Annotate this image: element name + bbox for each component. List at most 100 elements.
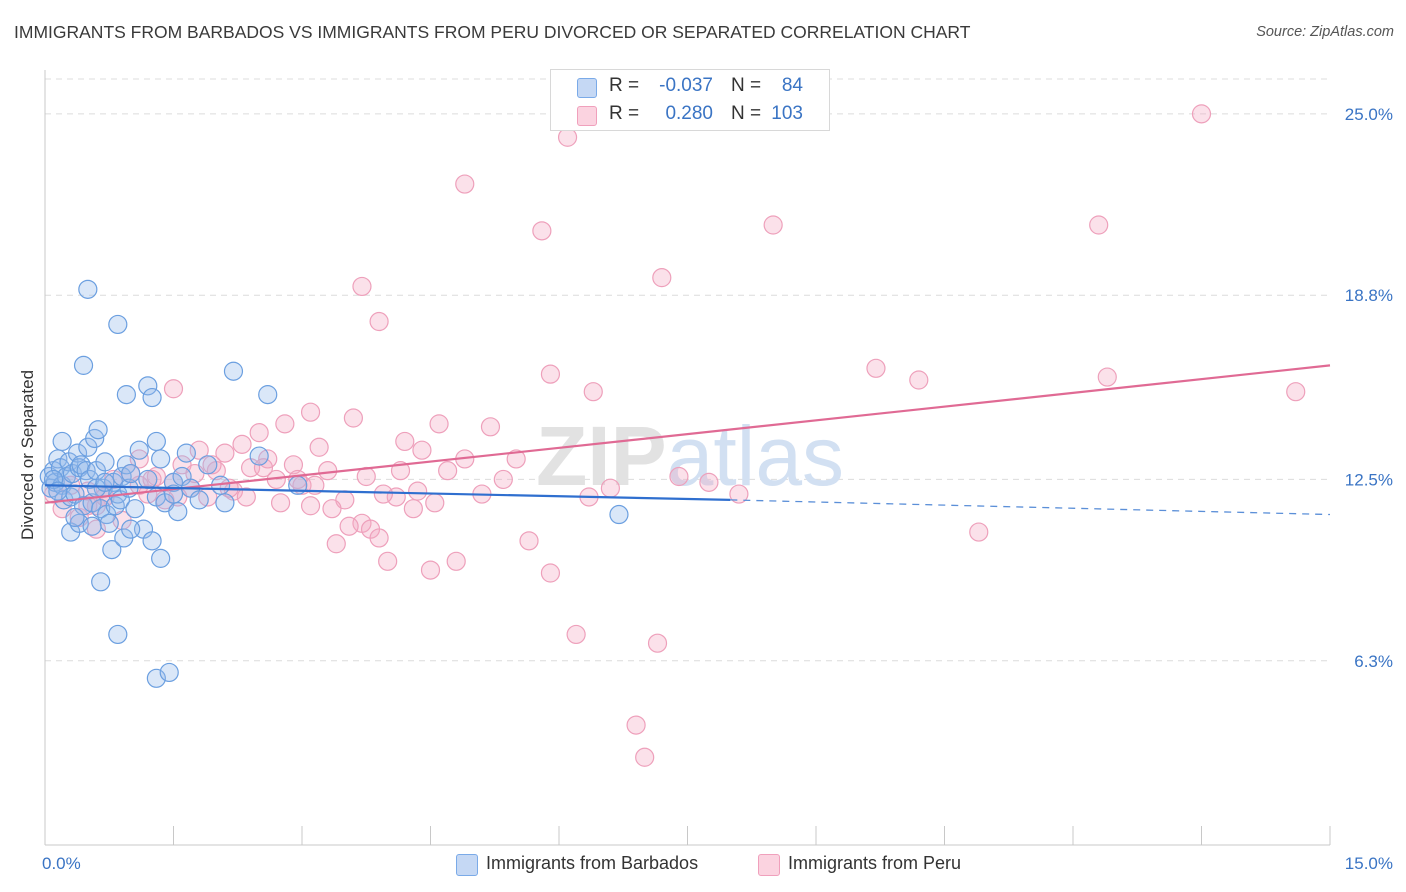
barbados-point [121,463,141,484]
peru-point [326,534,346,554]
barbados-point [116,455,136,475]
peru-point [699,472,719,492]
barbados-point [138,376,158,396]
peru-point [519,531,539,551]
peru-point [969,522,989,542]
axes [44,70,1331,846]
barbados-point [176,443,196,463]
legend-row-barbados: R = -0.037 N = 84 [551,73,829,101]
legend-n-label: N = [731,103,762,124]
peru-point [343,408,363,428]
peru-point [369,528,389,548]
peru-point [322,499,342,519]
barbados-point [95,472,115,492]
peru-point [866,358,886,378]
peru-point [729,484,749,504]
peru-point [652,268,672,288]
peru-point [270,493,291,513]
peru-point [635,747,655,767]
barbados-point [151,449,171,469]
peru-point [1191,104,1212,124]
barbados-point [249,446,269,466]
y-axis-label: Divorced or Separated [18,369,37,541]
series-barbados-points [39,279,629,688]
barbados-point [198,455,218,475]
barbados-point [102,540,122,560]
barbados-point [43,469,64,490]
peru-point [647,633,668,653]
y-tick-label: 12.5% [1345,470,1393,489]
legend-label-peru: Immigrants from Peru [788,853,962,873]
barbados-point [129,440,149,460]
correlation-legend: R = -0.037 N = 84 R = 0.280 N = 103 [550,69,830,131]
series-peru-points [43,104,1306,767]
y-tick-label: 6.3% [1354,652,1393,671]
peru-point [480,417,501,437]
peru-point [493,469,513,490]
barbados-point [159,662,179,683]
barbados-point [99,513,119,533]
peru-point [403,499,423,519]
y-tick-label: 18.8% [1345,286,1393,305]
barbados-trend-extension [730,499,1331,516]
peru-point [318,461,338,481]
peru-point [408,481,428,501]
legend-swatch-barbados [456,854,478,876]
barbados-point [151,548,171,568]
peru-point [283,455,304,475]
trend-lines [44,364,1331,516]
peru-point [429,414,449,434]
peru-point [909,370,929,390]
legend-swatch-peru [758,854,780,876]
barbados-point [168,502,188,522]
barbados-point [73,355,94,375]
peru-point [253,458,274,478]
barbados-point [88,420,108,440]
peru-point [438,461,458,481]
legend-swatch-barbados [577,78,597,98]
peru-point [1089,215,1109,235]
peru-point [626,715,646,735]
peru-point [506,449,526,469]
peru-point [532,221,552,241]
peru-point [300,402,321,422]
barbados-point [609,504,629,525]
barbados-point [82,516,102,536]
chart-title: IMMIGRANTS FROM BARBADOS VS IMMIGRANTS F… [14,22,971,42]
barbados-point [91,572,111,592]
peru-point [202,455,222,475]
barbados-trend-line [44,484,731,502]
barbados-point [116,385,136,405]
peru-point [236,487,256,507]
barbados-point [105,496,125,516]
barbados-point [142,387,162,408]
peru-point [215,443,235,463]
peru-point [309,437,329,457]
peru-point [583,382,603,402]
barbados-point [125,499,145,519]
legend-r-label: R = [609,75,640,96]
tick-labels: 6.3% 12.5% 18.8% 25.0% 0.0% 15.0% [42,105,1393,873]
barbados-point [95,452,115,472]
barbados-point [189,490,209,510]
barbados-point [67,443,88,463]
peru-point [1286,382,1306,402]
legend-r-value: 0.280 [665,103,713,124]
watermark-atlas: atlas [667,409,844,503]
x-tick-label-min: 0.0% [42,854,81,873]
barbados-point [258,385,278,405]
peru-point [232,434,252,454]
peru-point [373,484,393,504]
series-legend: Immigrants from Barbados Immigrants from… [0,852,1406,878]
peru-point [600,478,621,498]
barbados-point [78,279,98,299]
peru-point [1097,367,1117,387]
legend-n-label: N = [731,75,762,96]
barbados-point [215,493,235,513]
peru-point [412,440,432,460]
peru-point [378,551,398,571]
peru-point [305,475,325,495]
peru-point [395,431,415,452]
peru-point [163,379,184,399]
barbados-point [142,531,162,551]
